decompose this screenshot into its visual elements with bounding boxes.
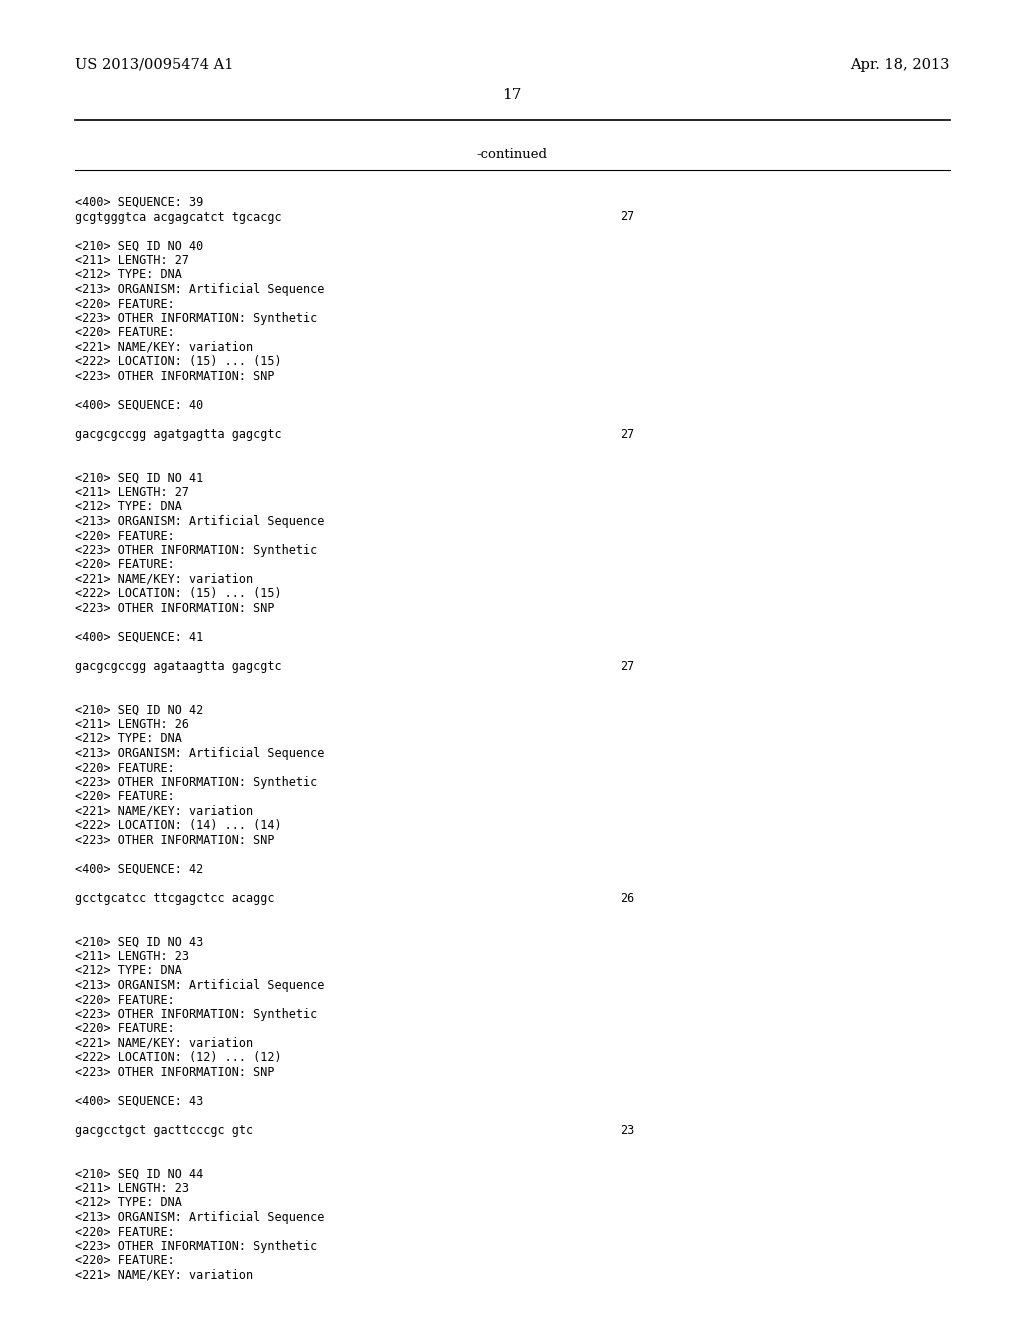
Text: <220> FEATURE:: <220> FEATURE: <box>75 326 175 339</box>
Text: <213> ORGANISM: Artificial Sequence: <213> ORGANISM: Artificial Sequence <box>75 1210 325 1224</box>
Text: <223> OTHER INFORMATION: Synthetic: <223> OTHER INFORMATION: Synthetic <box>75 1239 317 1253</box>
Text: gacgcgccgg agatgagtta gagcgtc: gacgcgccgg agatgagtta gagcgtc <box>75 428 282 441</box>
Text: <211> LENGTH: 26: <211> LENGTH: 26 <box>75 718 189 731</box>
Text: gcctgcatcc ttcgagctcc acaggc: gcctgcatcc ttcgagctcc acaggc <box>75 892 274 906</box>
Text: <211> LENGTH: 27: <211> LENGTH: 27 <box>75 253 189 267</box>
Text: <210> SEQ ID NO 42: <210> SEQ ID NO 42 <box>75 704 203 717</box>
Text: <220> FEATURE:: <220> FEATURE: <box>75 1023 175 1035</box>
Text: <210> SEQ ID NO 40: <210> SEQ ID NO 40 <box>75 239 203 252</box>
Text: <220> FEATURE:: <220> FEATURE: <box>75 994 175 1007</box>
Text: 17: 17 <box>503 88 521 102</box>
Text: <212> TYPE: DNA: <212> TYPE: DNA <box>75 268 182 281</box>
Text: <222> LOCATION: (12) ... (12): <222> LOCATION: (12) ... (12) <box>75 1052 282 1064</box>
Text: 26: 26 <box>620 892 634 906</box>
Text: <222> LOCATION: (15) ... (15): <222> LOCATION: (15) ... (15) <box>75 355 282 368</box>
Text: <211> LENGTH: 27: <211> LENGTH: 27 <box>75 486 189 499</box>
Text: <221> NAME/KEY: variation: <221> NAME/KEY: variation <box>75 805 253 818</box>
Text: <212> TYPE: DNA: <212> TYPE: DNA <box>75 500 182 513</box>
Text: <223> OTHER INFORMATION: Synthetic: <223> OTHER INFORMATION: Synthetic <box>75 312 317 325</box>
Text: <213> ORGANISM: Artificial Sequence: <213> ORGANISM: Artificial Sequence <box>75 979 325 993</box>
Text: <221> NAME/KEY: variation: <221> NAME/KEY: variation <box>75 1038 253 1049</box>
Text: <400> SEQUENCE: 42: <400> SEQUENCE: 42 <box>75 863 203 876</box>
Text: <223> OTHER INFORMATION: Synthetic: <223> OTHER INFORMATION: Synthetic <box>75 544 317 557</box>
Text: <223> OTHER INFORMATION: SNP: <223> OTHER INFORMATION: SNP <box>75 370 274 383</box>
Text: <221> NAME/KEY: variation: <221> NAME/KEY: variation <box>75 341 253 354</box>
Text: Apr. 18, 2013: Apr. 18, 2013 <box>851 58 950 73</box>
Text: <210> SEQ ID NO 43: <210> SEQ ID NO 43 <box>75 936 203 949</box>
Text: 27: 27 <box>620 660 634 673</box>
Text: <210> SEQ ID NO 41: <210> SEQ ID NO 41 <box>75 471 203 484</box>
Text: <222> LOCATION: (15) ... (15): <222> LOCATION: (15) ... (15) <box>75 587 282 601</box>
Text: gacgcctgct gacttcccgc gtc: gacgcctgct gacttcccgc gtc <box>75 1125 253 1137</box>
Text: <213> ORGANISM: Artificial Sequence: <213> ORGANISM: Artificial Sequence <box>75 282 325 296</box>
Text: <220> FEATURE:: <220> FEATURE: <box>75 1254 175 1267</box>
Text: -continued: -continued <box>476 148 548 161</box>
Text: <210> SEQ ID NO 44: <210> SEQ ID NO 44 <box>75 1167 203 1180</box>
Text: <400> SEQUENCE: 41: <400> SEQUENCE: 41 <box>75 631 203 644</box>
Text: <223> OTHER INFORMATION: Synthetic: <223> OTHER INFORMATION: Synthetic <box>75 776 317 789</box>
Text: <223> OTHER INFORMATION: SNP: <223> OTHER INFORMATION: SNP <box>75 834 274 847</box>
Text: <223> OTHER INFORMATION: SNP: <223> OTHER INFORMATION: SNP <box>75 602 274 615</box>
Text: <220> FEATURE:: <220> FEATURE: <box>75 297 175 310</box>
Text: <220> FEATURE:: <220> FEATURE: <box>75 529 175 543</box>
Text: <220> FEATURE:: <220> FEATURE: <box>75 762 175 775</box>
Text: <220> FEATURE:: <220> FEATURE: <box>75 791 175 804</box>
Text: 23: 23 <box>620 1125 634 1137</box>
Text: <223> OTHER INFORMATION: SNP: <223> OTHER INFORMATION: SNP <box>75 1067 274 1078</box>
Text: US 2013/0095474 A1: US 2013/0095474 A1 <box>75 58 233 73</box>
Text: <400> SEQUENCE: 43: <400> SEQUENCE: 43 <box>75 1096 203 1107</box>
Text: <213> ORGANISM: Artificial Sequence: <213> ORGANISM: Artificial Sequence <box>75 515 325 528</box>
Text: 27: 27 <box>620 428 634 441</box>
Text: <400> SEQUENCE: 40: <400> SEQUENCE: 40 <box>75 399 203 412</box>
Text: <212> TYPE: DNA: <212> TYPE: DNA <box>75 733 182 746</box>
Text: <220> FEATURE:: <220> FEATURE: <box>75 1225 175 1238</box>
Text: <400> SEQUENCE: 39: <400> SEQUENCE: 39 <box>75 195 203 209</box>
Text: <213> ORGANISM: Artificial Sequence: <213> ORGANISM: Artificial Sequence <box>75 747 325 760</box>
Text: <223> OTHER INFORMATION: Synthetic: <223> OTHER INFORMATION: Synthetic <box>75 1008 317 1020</box>
Text: <211> LENGTH: 23: <211> LENGTH: 23 <box>75 950 189 964</box>
Text: <222> LOCATION: (14) ... (14): <222> LOCATION: (14) ... (14) <box>75 820 282 833</box>
Text: 27: 27 <box>620 210 634 223</box>
Text: <220> FEATURE:: <220> FEATURE: <box>75 558 175 572</box>
Text: gacgcgccgg agataagtta gagcgtc: gacgcgccgg agataagtta gagcgtc <box>75 660 282 673</box>
Text: <221> NAME/KEY: variation: <221> NAME/KEY: variation <box>75 573 253 586</box>
Text: <211> LENGTH: 23: <211> LENGTH: 23 <box>75 1181 189 1195</box>
Text: gcgtgggtca acgagcatct tgcacgc: gcgtgggtca acgagcatct tgcacgc <box>75 210 282 223</box>
Text: <212> TYPE: DNA: <212> TYPE: DNA <box>75 965 182 978</box>
Text: <212> TYPE: DNA: <212> TYPE: DNA <box>75 1196 182 1209</box>
Text: <221> NAME/KEY: variation: <221> NAME/KEY: variation <box>75 1269 253 1282</box>
